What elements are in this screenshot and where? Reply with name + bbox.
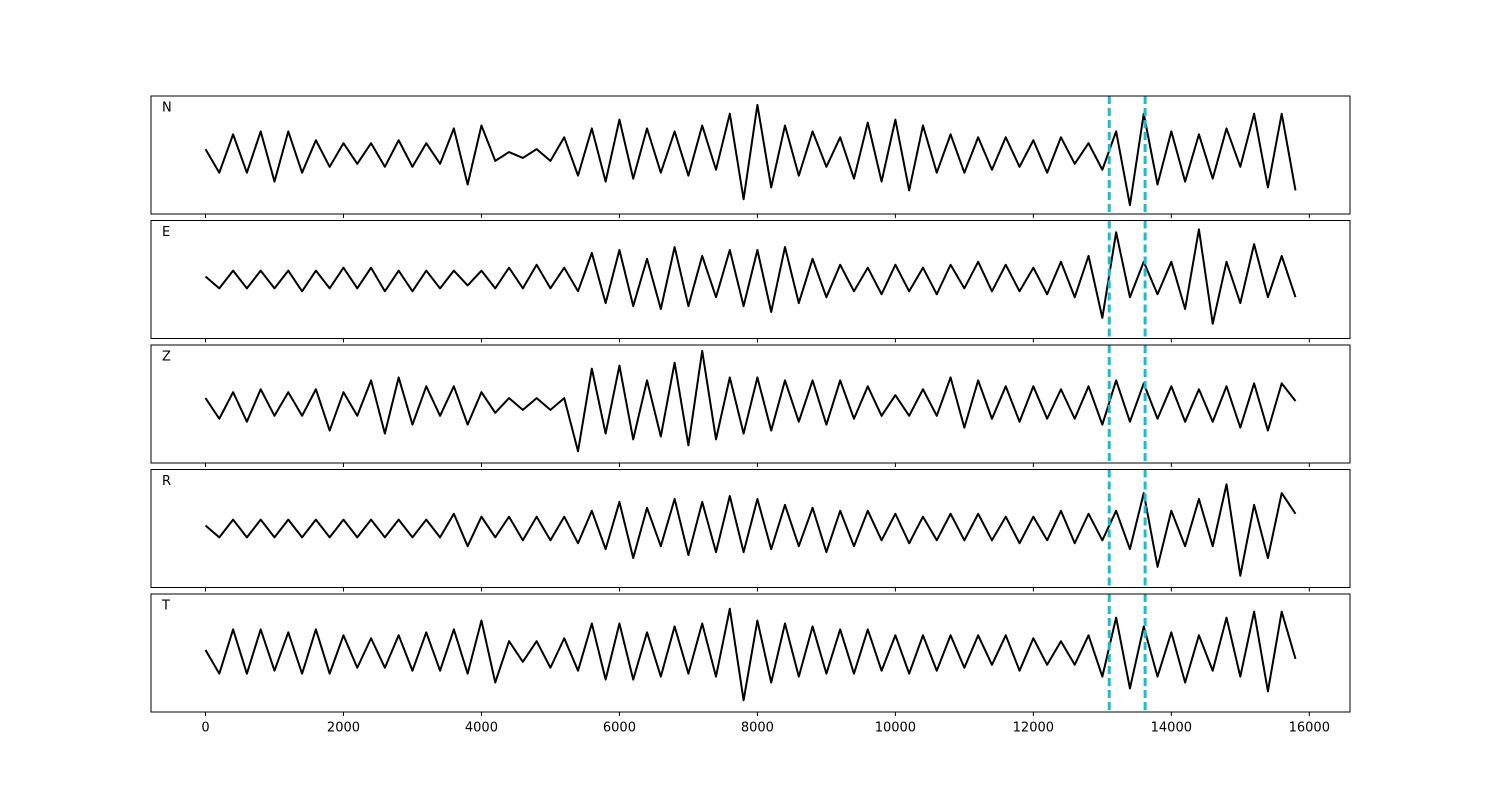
panel-label: E [162, 225, 170, 240]
axes-frame [150, 344, 1351, 464]
x-tick-label: 6000 [603, 721, 636, 736]
panel-label: T [161, 599, 170, 614]
axes-frame [150, 469, 1351, 588]
trace [204, 349, 1297, 453]
x-tick-label: 14000 [1151, 721, 1192, 736]
trace [204, 607, 1297, 702]
x-tick-label: 10000 [875, 721, 916, 736]
x-tick-label: 12000 [1013, 721, 1054, 736]
x-tick-label: 4000 [465, 721, 498, 736]
panel-label: N [162, 101, 172, 116]
trace [204, 228, 1297, 325]
x-tick-label: 8000 [741, 721, 774, 736]
panel-label: R [162, 474, 171, 489]
x-tick-label: 16000 [1289, 721, 1330, 736]
x-tick-label: 2000 [327, 721, 360, 736]
panel-label: Z [162, 350, 171, 365]
axes-frame [150, 95, 1351, 215]
trace [204, 483, 1297, 577]
axes-frame [150, 593, 1351, 713]
axes-frame [150, 220, 1351, 339]
trace [204, 103, 1297, 207]
x-tick-label: 0 [201, 721, 209, 736]
